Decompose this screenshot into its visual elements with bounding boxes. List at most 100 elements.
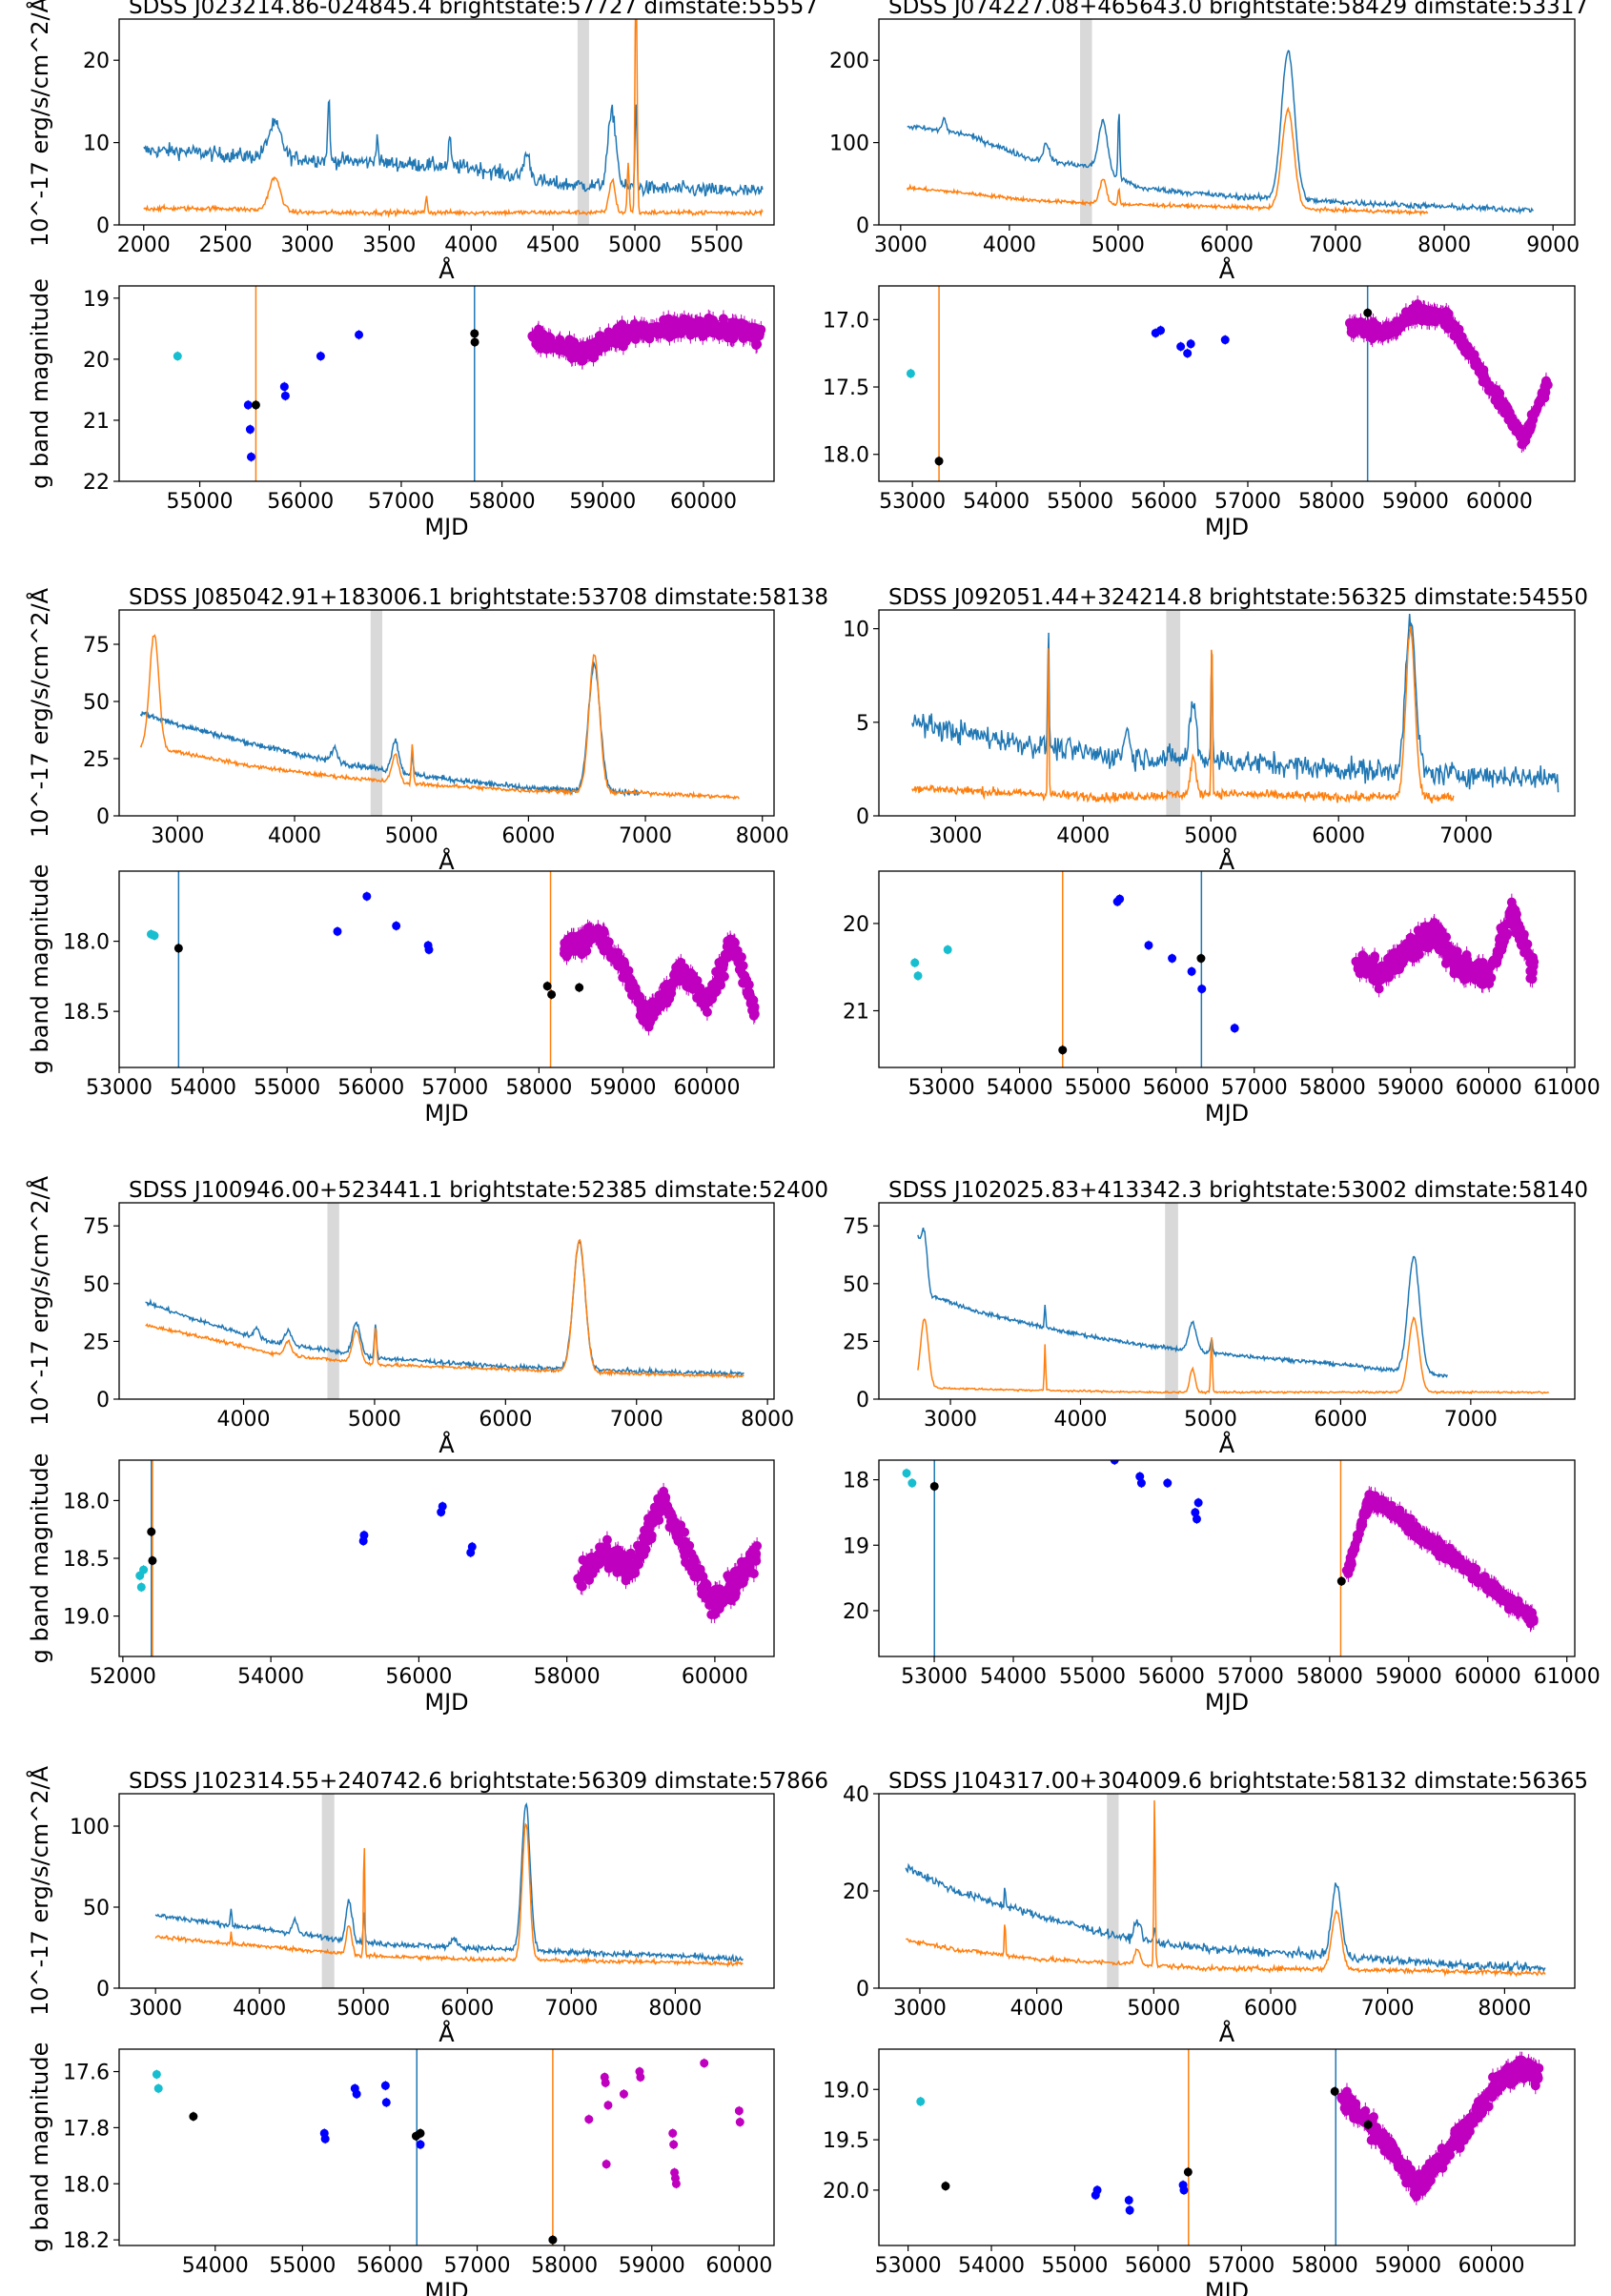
- survey-photometry-point: [467, 1542, 477, 1552]
- x-tick-label: 59000: [1376, 1665, 1442, 1689]
- ztf-point: [669, 329, 680, 339]
- plot-frame: [878, 18, 1576, 226]
- ztf-point: [679, 325, 689, 335]
- ztf-point: [627, 988, 638, 999]
- spectrum-epoch-point: [147, 1527, 156, 1536]
- ztf-point: [1528, 961, 1539, 971]
- ztf-point: [748, 995, 759, 1006]
- x-tick-label: 8000: [1417, 234, 1471, 257]
- survey-photometry-point: [1197, 985, 1207, 994]
- ztf-point: [1392, 1510, 1402, 1520]
- spectrum-epoch-point: [1058, 1046, 1068, 1055]
- spectrum-epoch-point: [548, 2235, 558, 2245]
- ztf-point: [680, 1549, 690, 1559]
- ztf-point: [585, 1553, 596, 1563]
- spectrum-epoch-point: [173, 944, 183, 953]
- ztf-point: [592, 341, 602, 352]
- ztf-point: [1506, 897, 1517, 907]
- x-tick-label: 3000: [151, 824, 204, 848]
- ztf-point: [653, 329, 663, 339]
- ztf-point: [576, 1580, 586, 1591]
- x-tick-label: 5000: [385, 824, 438, 848]
- ztf-point: [744, 987, 755, 998]
- ztf-point: [711, 977, 722, 987]
- x-tick-label: 4000: [217, 1408, 271, 1432]
- ztf-point: [610, 954, 621, 965]
- ztf-point: [534, 324, 544, 335]
- ztf-point: [1527, 974, 1538, 985]
- ztf-point: [655, 1493, 665, 1503]
- plot-frame: [878, 285, 1576, 482]
- lightcurve-panel: 55000 56000 57000 58000 59000 60000 19 20 21 22 MJ…: [27, 278, 775, 540]
- y-tick-label: 18.0: [63, 931, 110, 955]
- sdss-photometry-point: [139, 1565, 149, 1575]
- ztf-point: [642, 1014, 652, 1025]
- ztf-point: [1382, 954, 1393, 965]
- dim-spectrum-line: [139, 634, 740, 801]
- y-tick-label: 20: [843, 1600, 869, 1624]
- sdss-photometry-point: [906, 369, 915, 378]
- ztf-point: [702, 1006, 712, 1017]
- x-axis-label: Å: [438, 847, 455, 875]
- x-tick-label: 60000: [705, 2254, 772, 2278]
- x-tick-label: 56000: [357, 2254, 423, 2278]
- sdss-photometry-point: [136, 1582, 146, 1592]
- ztf-point: [1398, 955, 1409, 965]
- survey-photometry-point: [1183, 349, 1193, 358]
- x-tick-label: 6000: [1314, 1408, 1367, 1432]
- ztf-point: [662, 979, 672, 989]
- ztf-point: [1526, 420, 1537, 431]
- y-tick-label: 20: [83, 50, 110, 73]
- x-tick-label: 4000: [1053, 1408, 1107, 1432]
- y-tick-label: 0: [96, 805, 110, 829]
- ztf-point: [1530, 406, 1540, 417]
- survey-photometry-point: [333, 926, 342, 936]
- spectrum-panel: 4000 5000 6000 7000 8000 0 25 50 75 Å 10^-17 erg/s…: [26, 1175, 828, 1458]
- ztf-point: [1540, 381, 1550, 392]
- survey-photometry-point: [1220, 335, 1230, 345]
- x-tick-label: 58000: [1296, 1665, 1363, 1689]
- y-axis-label: 10^-17 erg/s/cm^2/Å: [26, 587, 53, 838]
- x-tick-label: 57000: [1221, 1076, 1288, 1100]
- spectrum-epoch-point: [934, 457, 944, 466]
- chart-title: SDSS J023214.86-024845.4 brightstate:577…: [129, 0, 818, 19]
- survey-photometry-point: [424, 945, 434, 954]
- x-tick-label: 57000: [444, 2254, 511, 2278]
- ztf-point: [705, 321, 716, 332]
- spectrum-panel: 3000 4000 5000 6000 7000 8000 9000 0 100 200 Å SDSS…: [829, 0, 1588, 284]
- x-tick-label: 4500: [526, 234, 580, 257]
- ztf-point: [1471, 1565, 1481, 1575]
- ztf-point: [1500, 1593, 1511, 1603]
- x-tick-label: 59000: [1377, 1076, 1444, 1100]
- ztf-point: [633, 326, 643, 336]
- y-tick-label: 0: [856, 805, 869, 829]
- x-tick-label: 57000: [1214, 490, 1281, 514]
- x-tick-label: 58000: [1299, 1076, 1366, 1100]
- x-tick-label: 54000: [987, 1076, 1053, 1100]
- spectrum-epoch-point: [547, 989, 557, 999]
- x-tick-label: 2500: [199, 234, 253, 257]
- ztf-point: [666, 988, 677, 999]
- x-tick-label: 53000: [901, 1665, 968, 1689]
- spectrum-panel: 3000 4000 5000 6000 7000 8000 0 50 100 Å 10^-17 er…: [26, 1765, 828, 2047]
- x-tick-label: 56000: [1131, 490, 1197, 514]
- x-tick-label: 5000: [348, 1408, 401, 1432]
- spectrum-epoch-point: [470, 337, 479, 347]
- x-tick-label: 57000: [1217, 1665, 1284, 1689]
- chart-title: SDSS J074227.08+465643.0 brightstate:584…: [888, 0, 1588, 19]
- survey-photometry-point: [280, 391, 290, 400]
- shaded-band: [1166, 610, 1181, 816]
- x-tick-label: 4000: [444, 234, 498, 257]
- x-tick-label: 54000: [980, 1665, 1047, 1689]
- dim-spectrum-line: [143, 19, 764, 218]
- x-tick-label: 54000: [170, 1076, 236, 1100]
- x-tick-label: 59000: [589, 1076, 656, 1100]
- ztf-point: [1356, 324, 1366, 335]
- x-axis-label: MJD: [1205, 514, 1249, 540]
- ztf-point: [671, 2179, 681, 2188]
- ztf-point: [664, 1505, 675, 1515]
- ztf-point: [554, 344, 564, 355]
- y-tick-label: 19: [83, 288, 110, 312]
- survey-photometry-point: [1136, 1478, 1146, 1488]
- x-tick-label: 54000: [237, 1665, 304, 1689]
